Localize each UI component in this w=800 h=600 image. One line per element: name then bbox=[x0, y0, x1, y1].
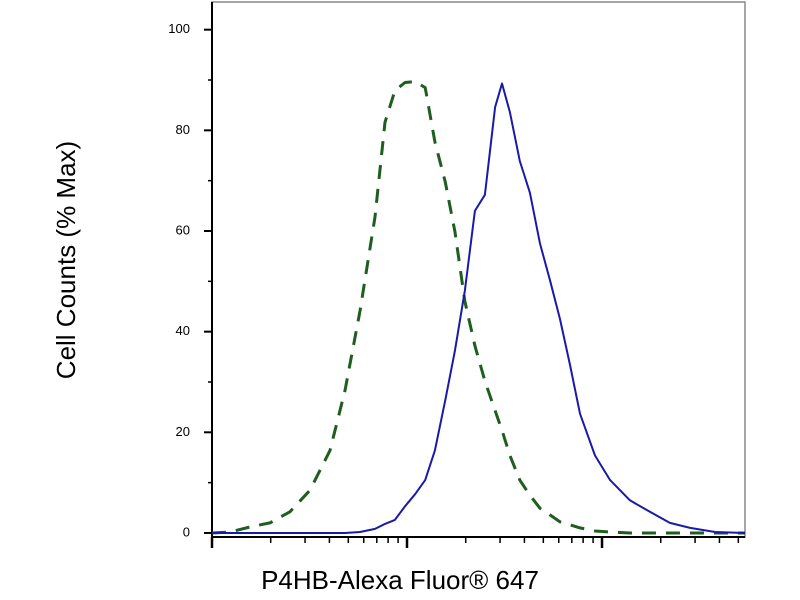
control-histogram bbox=[211, 80, 745, 535]
x-axis-label: P4HB-Alexa Fluor® 647 bbox=[261, 565, 539, 595]
plot-frame bbox=[211, 1, 746, 538]
y-tick-label: 0 bbox=[183, 524, 190, 539]
y-tick-label: 80 bbox=[176, 122, 190, 137]
y-tick-label: 20 bbox=[176, 424, 190, 439]
sample-histogram bbox=[212, 82, 746, 534]
y-tick-label: 60 bbox=[176, 222, 190, 237]
y-tick-label: 40 bbox=[176, 323, 190, 338]
y-axis-label: Cell Counts (% Max) bbox=[51, 141, 81, 379]
y-tick-label: 100 bbox=[168, 21, 190, 36]
